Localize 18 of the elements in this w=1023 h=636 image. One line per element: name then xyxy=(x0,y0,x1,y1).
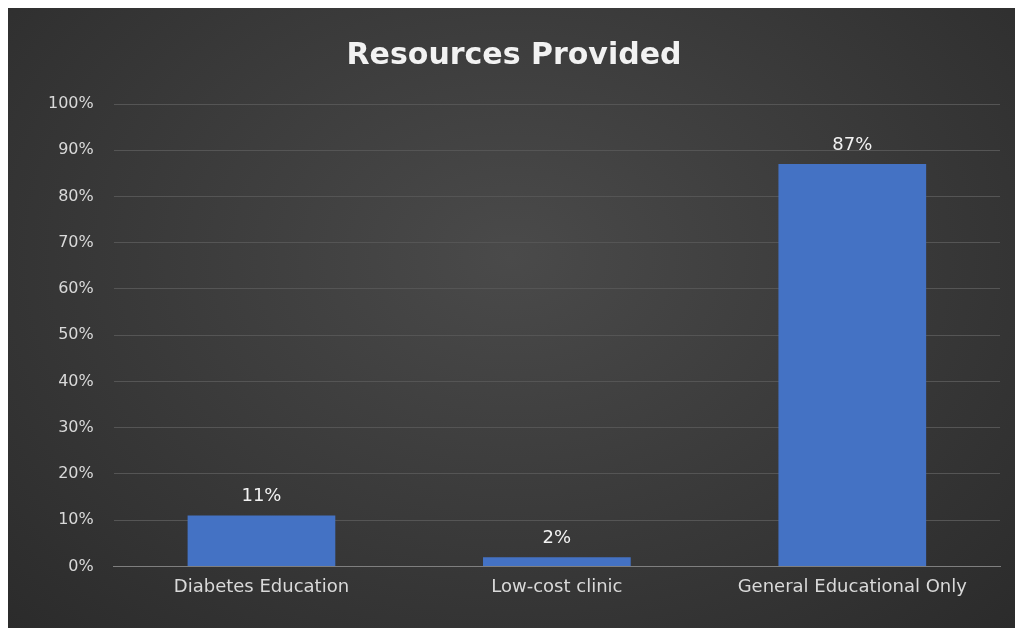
y-tick-label: 0% xyxy=(68,555,94,575)
y-tick-label: 30% xyxy=(58,416,94,436)
data-label: 87% xyxy=(832,132,873,154)
data-label: 11% xyxy=(241,484,282,506)
y-tick-label: 70% xyxy=(58,231,94,251)
y-tick-label: 90% xyxy=(58,139,94,159)
x-tick-label: Diabetes Education xyxy=(173,574,350,596)
y-tick-label: 10% xyxy=(58,509,94,529)
y-tick-label: 20% xyxy=(58,463,94,483)
x-tick-label: Low-cost clinic xyxy=(491,574,623,596)
y-tick-label: 60% xyxy=(58,278,94,298)
y-tick-label: 100% xyxy=(47,93,94,113)
data-label: 2% xyxy=(542,525,572,547)
y-tick-label: 50% xyxy=(58,324,94,344)
x-tick-label: General Educational Only xyxy=(737,574,968,596)
y-tick-label: 80% xyxy=(58,185,94,205)
y-tick-label: 40% xyxy=(58,370,94,390)
chart-title: Resources Provided xyxy=(346,35,682,71)
